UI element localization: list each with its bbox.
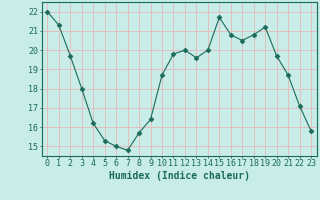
X-axis label: Humidex (Indice chaleur): Humidex (Indice chaleur) — [109, 171, 250, 181]
